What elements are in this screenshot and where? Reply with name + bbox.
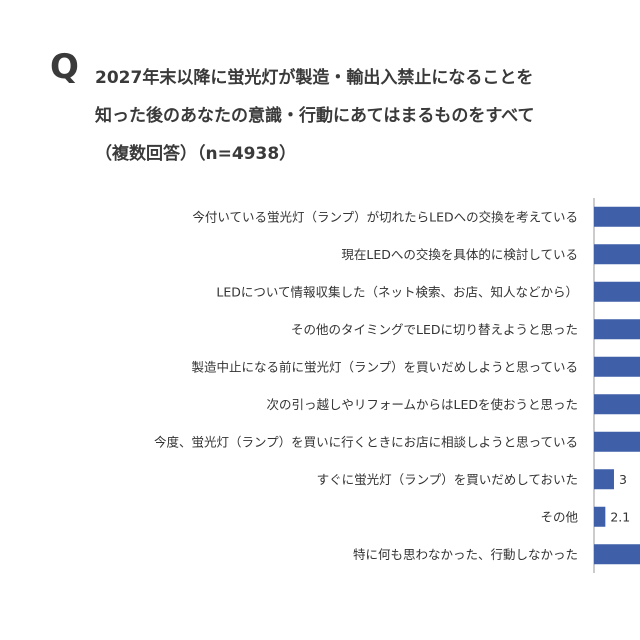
value-label: 3 bbox=[619, 472, 627, 487]
question-line-1: 2027年末以降に蛍光灯が製造・輸出入禁止になることを bbox=[95, 68, 534, 88]
category-label: その他のタイミングでLEDに切り替えようと思った bbox=[291, 322, 578, 337]
bar bbox=[594, 506, 606, 527]
bar bbox=[594, 206, 640, 227]
bar bbox=[594, 469, 614, 490]
bar bbox=[594, 431, 640, 452]
category-label: 製造中止になる前に蛍光灯（ランプ）を買いだめしようと思っている bbox=[191, 359, 578, 374]
bar bbox=[594, 244, 640, 265]
category-label: すぐに蛍光灯（ランプ）を買いだめしておいた bbox=[317, 472, 578, 487]
category-label: 現在LEDへの交換を具体的に検討している bbox=[341, 247, 578, 262]
value-label: 2.1 bbox=[610, 509, 630, 524]
bar bbox=[594, 356, 640, 377]
bar bbox=[594, 319, 640, 340]
category-label: LEDについて情報収集した（ネット検索、お店、知人などから） bbox=[216, 284, 578, 299]
category-label: 特に何も思わなかった、行動しなかった bbox=[353, 547, 578, 562]
category-label: 今付いている蛍光灯（ランプ）が切れたらLEDへの交換を考えている bbox=[192, 209, 578, 224]
question-title: 2027年末以降に蛍光灯が製造・輸出入禁止になることを 知った後のあなたの意識・… bbox=[95, 64, 640, 178]
question-mark: Q bbox=[50, 47, 79, 87]
question-line-2: 知った後のあなたの意識・行動にあてはまるものをすべて bbox=[95, 106, 535, 126]
bar bbox=[594, 281, 640, 302]
question-line-3: （複数回答）（n=4938） bbox=[95, 144, 297, 164]
bar bbox=[594, 394, 640, 415]
category-label: 今度、蛍光灯（ランプ）を買いに行くときにお店に相談しようと思っている bbox=[154, 434, 578, 449]
category-label: 次の引っ越しやリフォームからはLEDを使おうと思った bbox=[267, 397, 579, 412]
bar bbox=[594, 544, 640, 565]
category-label: その他 bbox=[540, 509, 578, 524]
